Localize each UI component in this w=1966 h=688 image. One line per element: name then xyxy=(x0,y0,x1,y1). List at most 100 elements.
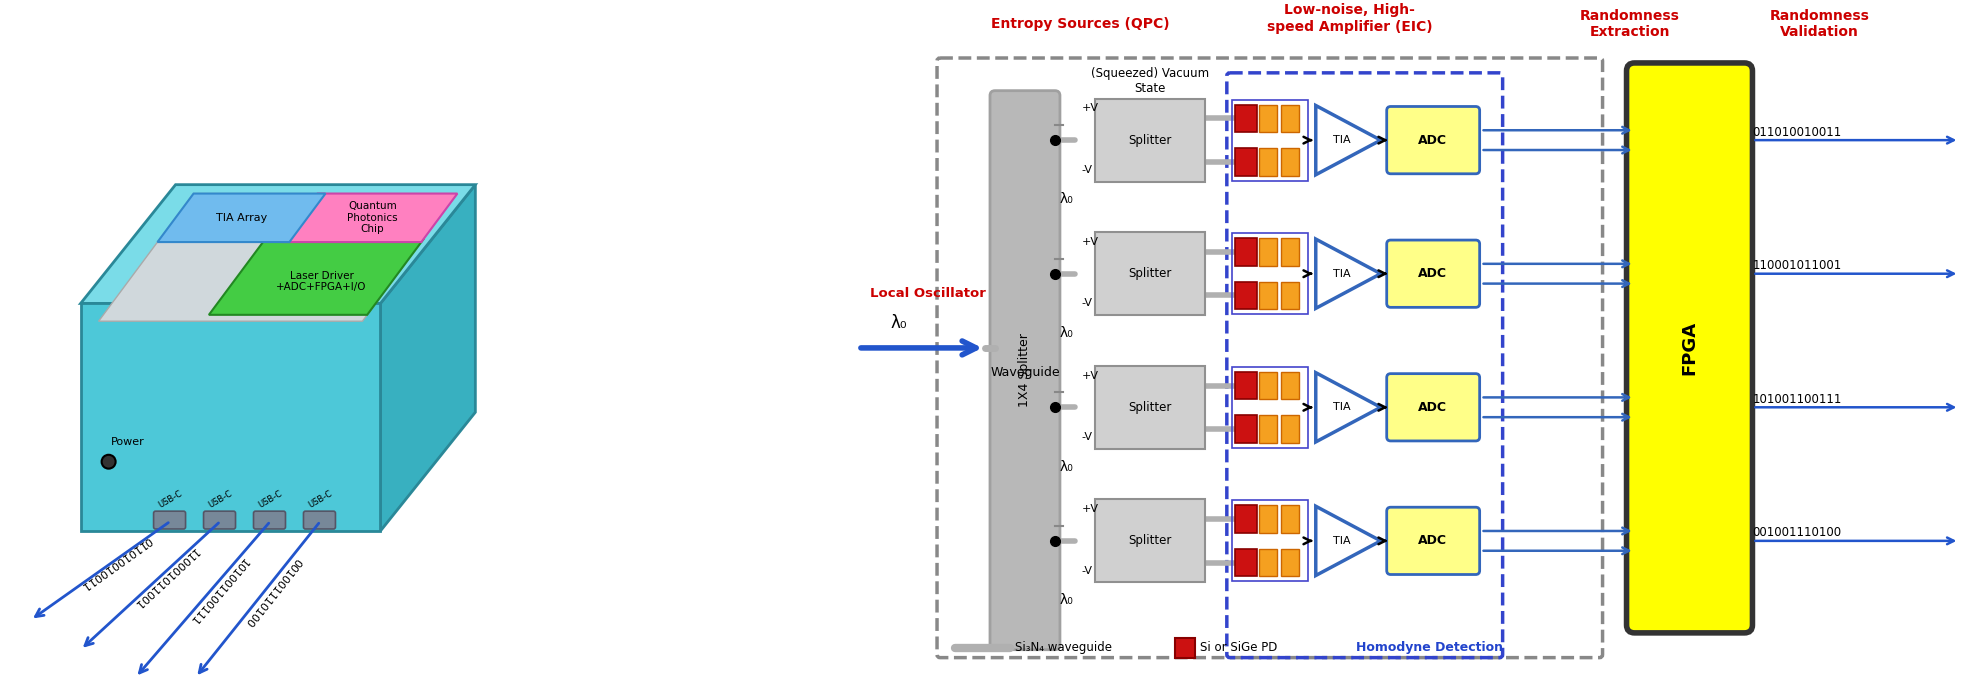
Bar xyxy=(1235,549,1256,577)
Text: 001001110100: 001001110100 xyxy=(1752,526,1842,539)
FancyBboxPatch shape xyxy=(254,511,285,529)
Polygon shape xyxy=(1315,373,1380,442)
Bar xyxy=(1233,233,1307,314)
Text: Homodyne Detection: Homodyne Detection xyxy=(1357,641,1504,654)
FancyBboxPatch shape xyxy=(1386,374,1480,441)
Text: Splitter: Splitter xyxy=(1128,535,1172,548)
Bar xyxy=(1235,372,1256,399)
FancyBboxPatch shape xyxy=(153,511,185,529)
Bar xyxy=(1235,105,1256,132)
Text: -V: -V xyxy=(1081,299,1093,308)
Bar xyxy=(1258,281,1276,310)
Text: Low-noise, High-
speed Amplifier (EIC): Low-noise, High- speed Amplifier (EIC) xyxy=(1266,3,1433,34)
Bar xyxy=(1258,372,1276,399)
Bar xyxy=(1280,372,1300,399)
Bar xyxy=(1280,238,1300,266)
Bar xyxy=(1280,105,1300,132)
Text: Si₃N₄ waveguide: Si₃N₄ waveguide xyxy=(1014,641,1113,654)
Bar xyxy=(1235,238,1256,266)
Polygon shape xyxy=(1315,506,1380,575)
Text: USB-C: USB-C xyxy=(157,489,185,510)
Text: TIA: TIA xyxy=(1333,135,1351,145)
FancyBboxPatch shape xyxy=(1386,240,1480,308)
Text: 110001011001: 110001011001 xyxy=(1752,259,1842,272)
Polygon shape xyxy=(381,184,476,531)
Text: Waveguide: Waveguide xyxy=(991,366,1060,379)
Text: ADC: ADC xyxy=(1417,133,1447,147)
Polygon shape xyxy=(1315,105,1380,175)
Bar xyxy=(1258,549,1276,577)
Text: Randomness
Extraction: Randomness Extraction xyxy=(1579,9,1679,39)
FancyBboxPatch shape xyxy=(991,91,1060,649)
Text: Splitter: Splitter xyxy=(1128,267,1172,280)
Bar xyxy=(1258,505,1276,533)
Polygon shape xyxy=(208,238,425,315)
Bar xyxy=(1095,499,1205,583)
Bar xyxy=(1258,105,1276,132)
Bar xyxy=(1280,281,1300,310)
Text: 011010010011: 011010010011 xyxy=(79,534,153,591)
Text: +V: +V xyxy=(1081,237,1099,247)
Bar xyxy=(1235,281,1256,310)
Text: Laser Driver
+ADC+FPGA+I/O: Laser Driver +ADC+FPGA+I/O xyxy=(277,270,368,292)
Text: ADC: ADC xyxy=(1417,401,1447,413)
Text: (Squeezed) Vacuum
State: (Squeezed) Vacuum State xyxy=(1091,67,1209,95)
Text: TIA: TIA xyxy=(1333,402,1351,412)
Bar xyxy=(1176,638,1195,658)
Text: -V: -V xyxy=(1081,566,1093,576)
FancyBboxPatch shape xyxy=(1386,107,1480,174)
Text: TIA: TIA xyxy=(1333,269,1351,279)
Text: λ₀: λ₀ xyxy=(891,314,906,332)
Bar xyxy=(1233,100,1307,181)
Circle shape xyxy=(102,455,116,469)
Bar xyxy=(1258,238,1276,266)
Text: FPGA: FPGA xyxy=(1681,321,1699,375)
Text: USB-C: USB-C xyxy=(206,489,234,510)
Polygon shape xyxy=(81,303,381,531)
Bar xyxy=(1095,98,1205,182)
Text: Quantum
Photonics
Chip: Quantum Photonics Chip xyxy=(348,201,397,235)
Polygon shape xyxy=(281,193,458,242)
FancyBboxPatch shape xyxy=(1626,63,1752,633)
Text: TIA Array: TIA Array xyxy=(216,213,267,223)
Bar xyxy=(1280,415,1300,443)
Text: λ₀: λ₀ xyxy=(1060,460,1073,473)
Text: Splitter: Splitter xyxy=(1128,401,1172,413)
FancyBboxPatch shape xyxy=(204,511,236,529)
Bar xyxy=(1235,148,1256,175)
Text: -V: -V xyxy=(1081,432,1093,442)
Bar xyxy=(1235,415,1256,443)
Bar xyxy=(1233,500,1307,581)
Text: ADC: ADC xyxy=(1417,535,1447,548)
Polygon shape xyxy=(81,184,476,303)
Text: Splitter: Splitter xyxy=(1128,133,1172,147)
Bar xyxy=(1280,549,1300,577)
Text: +V: +V xyxy=(1081,504,1099,514)
FancyBboxPatch shape xyxy=(303,511,336,529)
Polygon shape xyxy=(1315,239,1380,308)
Text: Entropy Sources (QPC): Entropy Sources (QPC) xyxy=(991,17,1170,32)
Text: 101001100111: 101001100111 xyxy=(187,556,250,627)
Text: λ₀: λ₀ xyxy=(1060,193,1073,206)
Text: Si or SiGe PD: Si or SiGe PD xyxy=(1199,641,1278,654)
FancyBboxPatch shape xyxy=(1386,507,1480,574)
Bar xyxy=(1235,505,1256,533)
Text: USB-C: USB-C xyxy=(307,489,334,510)
Bar xyxy=(1258,148,1276,175)
Text: ADC: ADC xyxy=(1417,267,1447,280)
Bar xyxy=(1280,148,1300,175)
Text: USB-C: USB-C xyxy=(258,489,283,510)
Bar xyxy=(1258,415,1276,443)
Polygon shape xyxy=(98,193,458,321)
Bar xyxy=(1233,367,1307,448)
Text: 1X4 Splitter: 1X4 Splitter xyxy=(1018,333,1032,407)
Text: 011010010011: 011010010011 xyxy=(1752,126,1842,139)
Bar xyxy=(1280,505,1300,533)
Bar xyxy=(1095,366,1205,449)
Bar xyxy=(1095,232,1205,315)
Text: TIA: TIA xyxy=(1333,536,1351,546)
Text: -V: -V xyxy=(1081,165,1093,175)
Text: λ₀: λ₀ xyxy=(1060,326,1073,340)
Text: Randomness
Validation: Randomness Validation xyxy=(1769,9,1870,39)
Text: λ₀: λ₀ xyxy=(1060,593,1073,608)
